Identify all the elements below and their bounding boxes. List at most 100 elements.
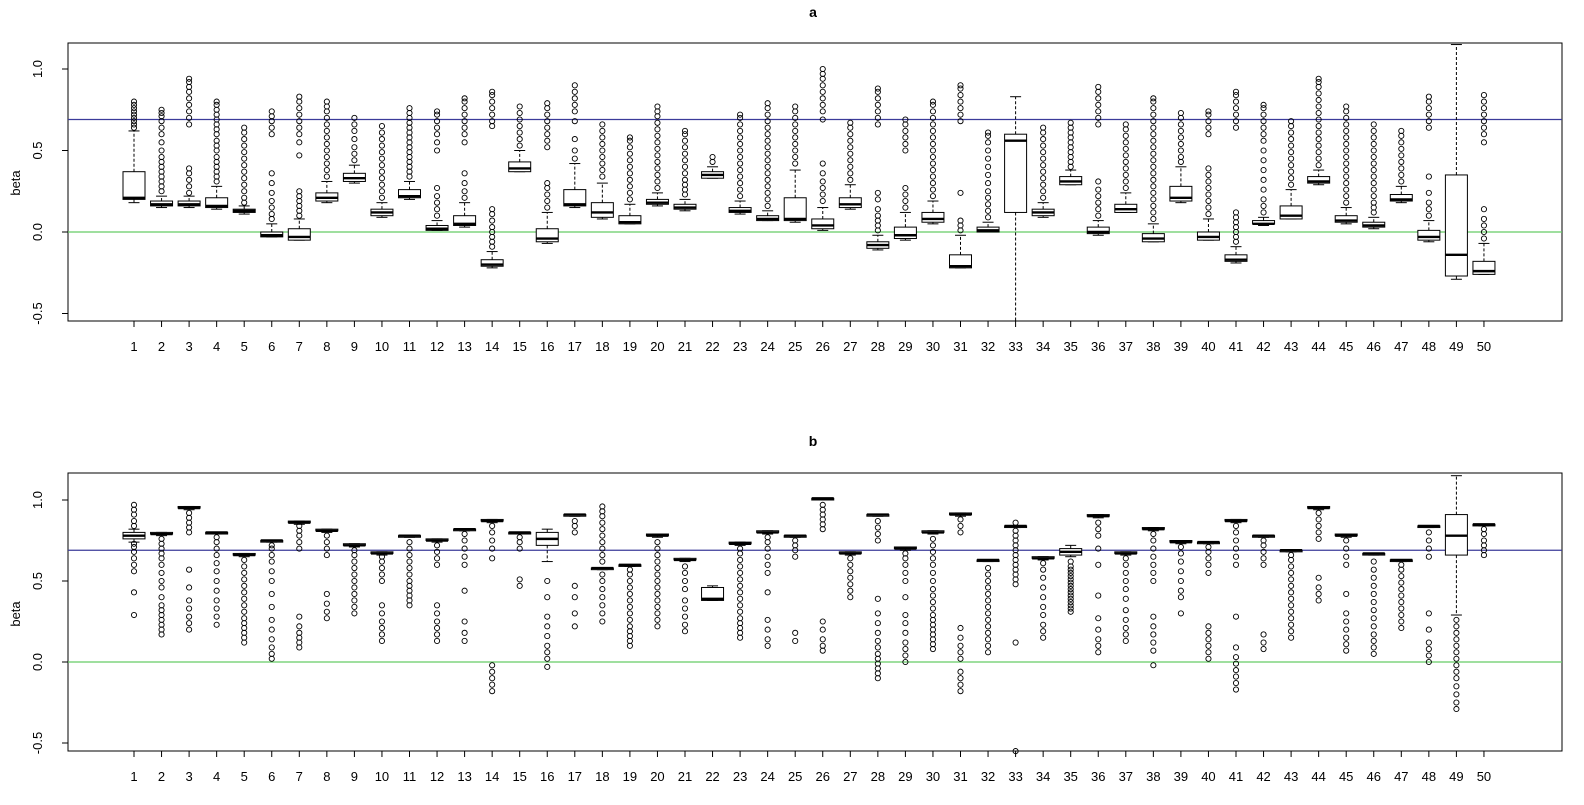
- outlier-point: [847, 574, 854, 581]
- outlier-point: [599, 160, 606, 167]
- outlier-point: [957, 98, 964, 105]
- panel-b-x-tick-label: 3: [185, 769, 192, 784]
- outlier-point: [847, 581, 854, 588]
- outlier-point: [626, 616, 633, 623]
- outlier-point: [1370, 590, 1377, 598]
- outlier-point: [1343, 180, 1350, 187]
- outlier-point: [489, 668, 496, 675]
- outlier-point: [406, 134, 413, 141]
- panel-a-boxes: [122, 44, 1496, 321]
- outlier-point: [130, 114, 138, 121]
- panel-a-x-tick-label: 44: [1311, 339, 1325, 354]
- outlier-point: [323, 153, 330, 161]
- outlier-point: [296, 111, 303, 118]
- outlier-point: [764, 196, 771, 203]
- outlier-point: [296, 188, 303, 195]
- outlier-point: [296, 93, 303, 100]
- outlier-point: [1260, 105, 1267, 112]
- outlier-point: [241, 175, 248, 182]
- panel-a-box-48: [1417, 93, 1441, 243]
- outlier-point: [1205, 124, 1212, 131]
- outlier-point: [654, 145, 661, 152]
- outlier-point: [1315, 96, 1322, 104]
- outlier-point: [1122, 577, 1129, 585]
- panel-b-box-36: [1086, 514, 1110, 656]
- outlier-point: [489, 555, 496, 562]
- outlier-point: [158, 131, 165, 138]
- panel-a-box-14: [480, 88, 504, 269]
- box: [1472, 260, 1496, 275]
- outlier-point: [847, 137, 854, 144]
- outlier-point: [874, 524, 881, 531]
- outlier-point: [1370, 607, 1377, 614]
- outlier-point: [351, 590, 358, 598]
- outlier-point: [1288, 162, 1295, 169]
- outlier-point: [1343, 127, 1350, 134]
- outlier-point: [681, 186, 689, 193]
- outlier-point: [378, 618, 386, 625]
- outlier-point: [241, 129, 248, 136]
- outlier-point: [1425, 553, 1432, 560]
- panel-a-x-tick-label: 2: [158, 339, 165, 354]
- outlier-point: [902, 116, 909, 123]
- outlier-point: [985, 571, 992, 578]
- panel-a-x-tick-label: 4: [213, 339, 220, 354]
- panel-b-box-2: [150, 531, 174, 638]
- outlier-point: [1150, 105, 1157, 112]
- outlier-point: [1343, 173, 1350, 180]
- outlier-point: [599, 121, 606, 128]
- panel-a-y-tick-label: 0.0: [30, 223, 45, 241]
- outlier-point: [902, 639, 909, 646]
- outlier-point: [571, 623, 578, 630]
- outlier-point: [130, 518, 138, 525]
- panel-b-box-4: [205, 531, 229, 628]
- outlier-point: [874, 114, 881, 121]
- outlier-point: [544, 633, 551, 640]
- outlier-point: [489, 211, 496, 218]
- outlier-point: [902, 577, 909, 585]
- outlier-point: [1453, 649, 1460, 656]
- outlier-point: [323, 600, 330, 607]
- outlier-point: [792, 153, 799, 161]
- panel-b-title: b: [809, 433, 818, 449]
- outlier-point: [241, 181, 248, 188]
- box: [480, 259, 504, 267]
- outlier-point: [1288, 621, 1295, 628]
- outlier-point: [1260, 147, 1267, 154]
- outlier-point: [1232, 209, 1240, 216]
- outlier-point: [1012, 639, 1019, 646]
- outlier-point: [902, 121, 909, 128]
- outlier-point: [929, 153, 937, 161]
- outlier-point: [902, 620, 909, 627]
- outlier-point: [461, 131, 468, 138]
- outlier-point: [1480, 98, 1487, 105]
- outlier-point: [1040, 168, 1047, 175]
- outlier-point: [571, 118, 578, 125]
- outlier-point: [1480, 118, 1487, 125]
- outlier-point: [1095, 88, 1102, 95]
- outlier-point: [544, 137, 551, 144]
- outlier-point: [433, 624, 441, 632]
- outlier-point: [1232, 529, 1240, 536]
- outlier-point: [599, 558, 606, 565]
- outlier-point: [874, 650, 881, 657]
- outlier-point: [1040, 634, 1047, 641]
- outlier-point: [1425, 105, 1432, 112]
- outlier-point: [406, 564, 413, 572]
- outlier-point: [544, 144, 551, 151]
- outlier-point: [1453, 623, 1460, 630]
- panel-b-x-tick-label: 6: [268, 769, 275, 784]
- panel-a-x-tick-label: 49: [1449, 339, 1463, 354]
- outlier-point: [985, 129, 992, 136]
- outlier-point: [847, 170, 854, 177]
- outlier-point: [1315, 516, 1322, 523]
- outlier-point: [1150, 202, 1157, 209]
- outlier-point: [296, 207, 303, 214]
- outlier-point: [1040, 124, 1047, 131]
- outlier-point: [737, 173, 744, 180]
- outlier-point: [1095, 206, 1102, 213]
- outlier-point: [764, 561, 771, 568]
- outlier-point: [1177, 147, 1184, 154]
- panel-a-x-tick-label: 23: [733, 339, 747, 354]
- outlier-point: [1370, 574, 1377, 581]
